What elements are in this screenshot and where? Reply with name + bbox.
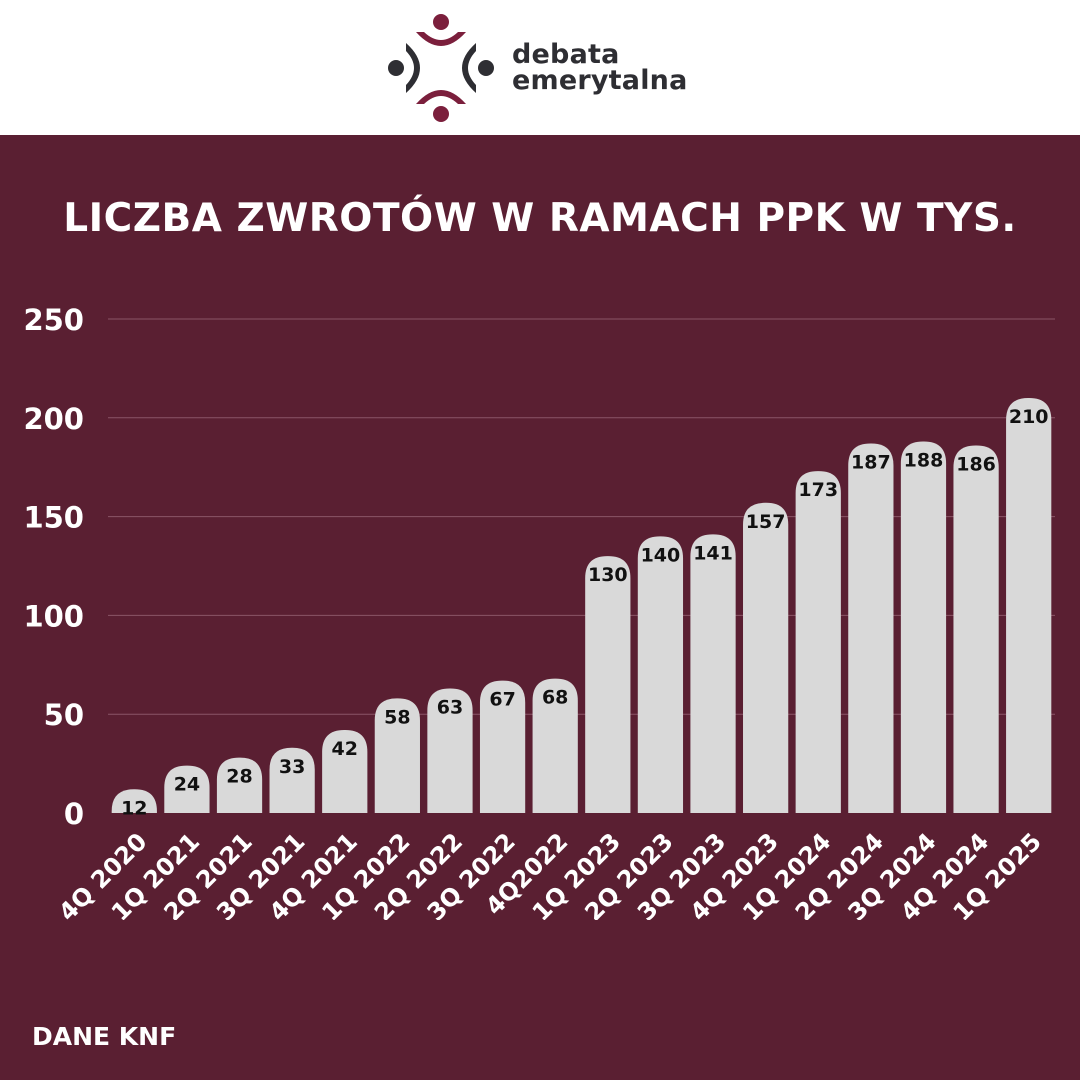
- brand-line-2: emerytalna: [512, 65, 688, 96]
- bar: [848, 443, 894, 813]
- bar: [637, 536, 684, 813]
- bar: [795, 471, 841, 813]
- bar-value-label: 188: [904, 450, 944, 472]
- bar-value-label: 157: [746, 511, 786, 533]
- bar-value-label: 42: [332, 738, 358, 760]
- y-tick-label: 200: [23, 402, 84, 436]
- y-tick-label: 0: [64, 797, 84, 831]
- bar-value-label: 58: [384, 706, 410, 728]
- bar: [479, 680, 526, 813]
- bar: [532, 678, 578, 813]
- bar-value-label: 186: [956, 453, 996, 475]
- bar: [1006, 398, 1052, 813]
- bar: [322, 730, 368, 813]
- bar: [690, 534, 736, 813]
- y-tick-label: 250: [23, 303, 84, 337]
- chart-title: LICZBA ZWROTÓW W RAMACH PPK W TYS.: [63, 196, 1017, 241]
- bar-value-label: 187: [851, 451, 891, 473]
- bar-value-label: 67: [489, 689, 515, 711]
- bar: [374, 698, 420, 813]
- bar: [585, 556, 631, 813]
- brand-line-1: debata: [512, 39, 620, 70]
- bar-value-label: 12: [121, 797, 147, 819]
- y-tick-label: 150: [23, 501, 84, 535]
- bar-value-label: 141: [693, 542, 733, 564]
- y-tick-label: 100: [23, 599, 84, 633]
- bar: [743, 502, 789, 813]
- bar-value-label: 28: [226, 766, 252, 788]
- y-tick-label: 50: [44, 698, 84, 732]
- bar-value-label: 130: [588, 564, 628, 586]
- bar-value-label: 63: [437, 697, 463, 719]
- header-bar: debata emerytalna: [0, 0, 1080, 135]
- bar-value-label: 68: [542, 687, 568, 709]
- bar: [164, 765, 210, 813]
- bar-value-label: 24: [174, 774, 200, 796]
- bar: [269, 747, 315, 813]
- bar: [427, 688, 473, 813]
- bar-value-label: 173: [798, 479, 838, 501]
- debata-emerytalna-logo-icon: [388, 14, 494, 122]
- bar-value-label: 140: [641, 544, 681, 566]
- brand-name: debata emerytalna: [512, 39, 688, 96]
- brand-logo: debata emerytalna: [386, 12, 696, 124]
- bar-value-label: 33: [279, 756, 305, 778]
- bar: [111, 789, 157, 813]
- bar-value-label: 210: [1009, 406, 1049, 428]
- bar: [216, 757, 263, 813]
- bar: [953, 445, 999, 813]
- bar: [900, 441, 947, 813]
- source-label: DANE KNF: [32, 1022, 177, 1051]
